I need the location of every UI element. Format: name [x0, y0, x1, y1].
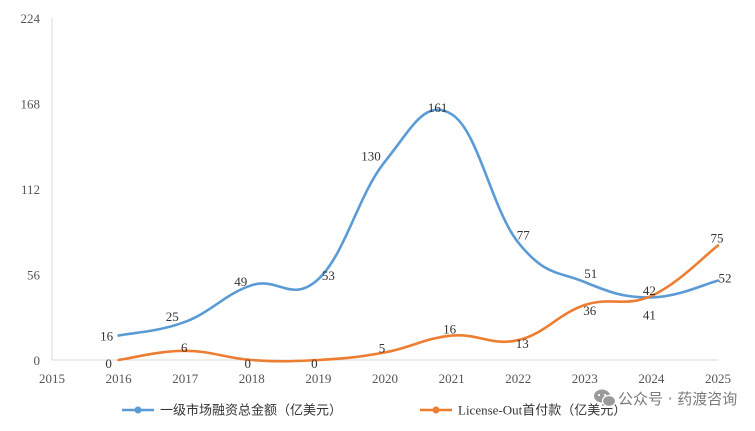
x-tick-label: 2023 — [572, 371, 598, 386]
data-label: 161 — [428, 100, 448, 115]
data-label: 41 — [643, 307, 656, 322]
x-tick-label: 2019 — [305, 371, 331, 386]
wechat-icon — [594, 389, 617, 408]
series-line — [117, 244, 720, 363]
data-label: 52 — [719, 271, 732, 286]
y-tick-label: 56 — [27, 268, 41, 283]
y-tick-label: 0 — [34, 353, 41, 368]
x-tick-label: 2025 — [705, 371, 731, 386]
legend-label: 一级市场融资总金额（亿美元） — [160, 403, 342, 418]
series-layer: 16 25 49 53 130 161 77 51 41 52 0 6 0 0 5 16 13 36 42 75 — [100, 100, 731, 371]
x-tick-label: 2020 — [372, 371, 398, 386]
y-tick-labels: 0 56 112 168 224 — [21, 11, 41, 368]
legend-dot-marker — [134, 406, 142, 414]
data-label: 0 — [105, 356, 112, 371]
data-label: 0 — [245, 356, 252, 371]
x-tick-label: 2024 — [638, 371, 665, 386]
data-label: 16 — [443, 322, 457, 337]
data-label: 75 — [711, 230, 724, 245]
x-tick-label: 2021 — [439, 371, 465, 386]
data-label: 25 — [166, 309, 179, 324]
x-tick-label: 2015 — [39, 371, 65, 386]
data-label: 53 — [322, 268, 335, 283]
x-tick-label: 2016 — [106, 371, 133, 386]
data-label: 77 — [517, 227, 531, 242]
legend-label: License-Out首付款（亿美元） — [458, 403, 626, 418]
data-label: 16 — [100, 329, 114, 344]
data-label: 36 — [583, 303, 597, 318]
watermark: 公众号 · 药渡咨询 — [594, 389, 737, 408]
x-tick-label: 2022 — [505, 371, 531, 386]
y-tick-label: 224 — [21, 11, 41, 26]
x-tick-label: 2017 — [172, 371, 199, 386]
series-line — [117, 108, 720, 337]
legend: 一级市场融资总金额（亿美元） License-Out首付款（亿美元） — [122, 403, 626, 418]
legend-item: 一级市场融资总金额（亿美元） — [122, 403, 342, 418]
legend-item: License-Out首付款（亿美元） — [420, 403, 626, 418]
data-label: 42 — [643, 283, 656, 298]
data-label: 49 — [234, 274, 247, 289]
data-label: 5 — [379, 340, 386, 355]
series-2: 0 6 0 0 5 16 13 36 42 75 — [105, 230, 723, 371]
data-label: 51 — [584, 266, 597, 281]
y-tick-label: 168 — [21, 97, 41, 112]
data-label: 13 — [516, 336, 529, 351]
y-tick-label: 112 — [21, 182, 40, 197]
x-tick-label: 2018 — [239, 371, 265, 386]
x-tick-labels: 2015 2016 2017 2018 2019 2020 2021 2022 2023 2024… — [39, 371, 731, 386]
series-1: 16 25 49 53 130 161 77 51 41 52 — [100, 100, 731, 343]
watermark-text: 公众号 · 药渡咨询 — [618, 390, 737, 408]
legend-dot-marker — [432, 406, 440, 414]
data-label: 130 — [361, 149, 381, 164]
data-label: 6 — [181, 340, 188, 355]
data-label: 0 — [311, 356, 318, 371]
